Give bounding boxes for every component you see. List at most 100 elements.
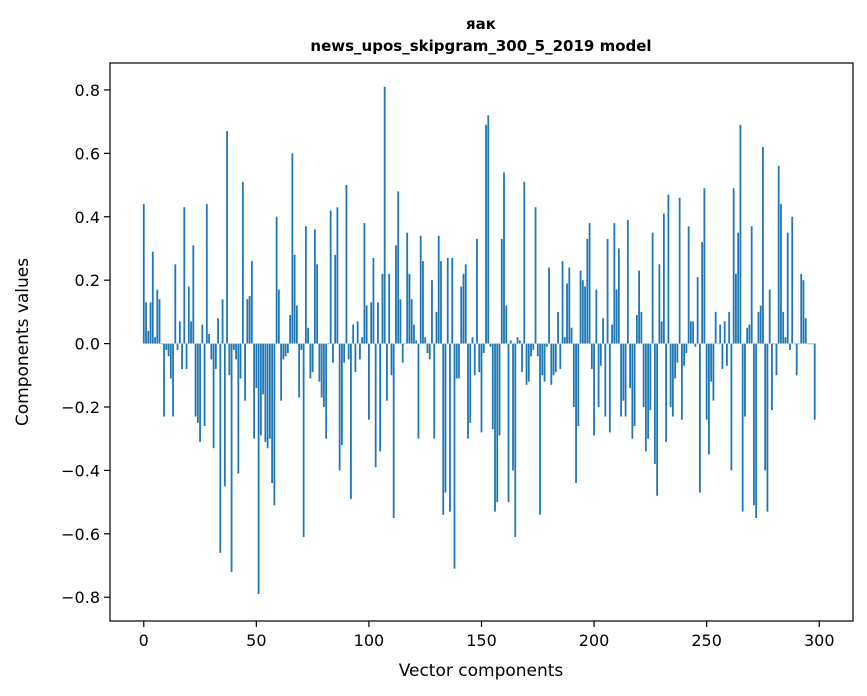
bar bbox=[284, 343, 287, 357]
bar bbox=[440, 261, 442, 344]
bar bbox=[309, 343, 312, 379]
bar bbox=[329, 210, 332, 344]
bar bbox=[622, 343, 625, 401]
bar bbox=[280, 343, 283, 401]
bar bbox=[696, 277, 699, 344]
bar bbox=[289, 315, 292, 344]
bar bbox=[230, 343, 233, 572]
bar bbox=[219, 343, 222, 553]
bar bbox=[370, 302, 373, 344]
bar bbox=[300, 343, 303, 350]
bar bbox=[336, 207, 339, 344]
x-tick-label: 100 bbox=[354, 631, 385, 650]
y-tick-label: 0.2 bbox=[75, 271, 100, 290]
bar bbox=[726, 343, 728, 366]
bar bbox=[694, 343, 697, 347]
bar bbox=[536, 343, 539, 357]
bar bbox=[617, 248, 620, 344]
bar bbox=[446, 257, 449, 344]
bar bbox=[253, 343, 255, 439]
bar bbox=[455, 343, 458, 379]
bar bbox=[248, 296, 251, 344]
bar bbox=[176, 343, 179, 350]
bar bbox=[575, 343, 577, 484]
bar bbox=[404, 343, 406, 345]
bar bbox=[437, 235, 440, 344]
bar bbox=[359, 343, 361, 360]
bar bbox=[500, 238, 503, 344]
bar bbox=[714, 311, 717, 344]
bar bbox=[201, 324, 204, 344]
x-tick-label: 0 bbox=[139, 631, 149, 650]
bar bbox=[680, 343, 683, 420]
bar bbox=[597, 343, 600, 407]
bar bbox=[401, 343, 404, 363]
bar bbox=[777, 166, 780, 344]
bar bbox=[395, 245, 397, 344]
chart-title: яак bbox=[466, 15, 496, 33]
bar bbox=[541, 343, 544, 376]
bar bbox=[250, 261, 253, 344]
y-axis-ticks: −0.8 −0.6 −0.4 −0.2 0.0 0.2 0.4 0.6 0.8 bbox=[61, 81, 110, 607]
bar bbox=[181, 343, 183, 369]
bar bbox=[523, 181, 526, 344]
bar bbox=[325, 343, 328, 439]
bar bbox=[689, 321, 692, 344]
bar bbox=[199, 343, 201, 442]
bar bbox=[444, 343, 447, 493]
bar bbox=[264, 343, 267, 442]
bar bbox=[809, 343, 812, 345]
bar bbox=[602, 318, 604, 344]
bar bbox=[507, 343, 510, 503]
bar bbox=[739, 124, 742, 344]
bar bbox=[620, 343, 622, 417]
bar bbox=[187, 286, 190, 344]
bar bbox=[568, 267, 571, 344]
bar bbox=[185, 343, 188, 369]
bar bbox=[588, 223, 591, 344]
bar bbox=[298, 343, 301, 398]
bar bbox=[291, 153, 294, 344]
bar bbox=[151, 251, 154, 344]
x-axis-ticks: 0 50 100 150 200 250 300 bbox=[139, 621, 835, 650]
bar bbox=[316, 264, 319, 344]
bar bbox=[428, 343, 431, 360]
bar bbox=[768, 289, 771, 344]
bar bbox=[579, 270, 582, 344]
bar bbox=[217, 318, 219, 344]
bar bbox=[399, 299, 402, 344]
bar bbox=[498, 343, 501, 436]
bar bbox=[214, 343, 217, 369]
bar bbox=[167, 343, 170, 357]
bar bbox=[424, 337, 427, 344]
bar bbox=[606, 238, 609, 344]
bar bbox=[642, 343, 645, 407]
bar bbox=[262, 343, 264, 395]
bar bbox=[460, 286, 463, 344]
bar bbox=[644, 343, 647, 452]
y-axis-label: Components values bbox=[13, 258, 33, 426]
bar bbox=[732, 188, 735, 344]
bar bbox=[271, 343, 274, 484]
bar bbox=[172, 343, 174, 417]
bar bbox=[221, 299, 224, 344]
x-tick-label: 50 bbox=[246, 631, 266, 650]
bar bbox=[352, 324, 355, 344]
bar bbox=[169, 343, 172, 379]
bar bbox=[478, 343, 481, 373]
x-axis-label: Vector components bbox=[399, 661, 564, 681]
bar bbox=[210, 343, 213, 360]
bar bbox=[426, 343, 429, 354]
bar bbox=[422, 261, 424, 344]
bar bbox=[590, 343, 593, 369]
bar bbox=[203, 343, 206, 427]
bar bbox=[699, 343, 701, 493]
bar bbox=[719, 324, 722, 344]
bar bbox=[584, 286, 586, 344]
bar bbox=[674, 343, 677, 379]
bar bbox=[149, 302, 152, 344]
bar bbox=[651, 232, 654, 344]
bar bbox=[476, 238, 478, 344]
bar bbox=[771, 343, 773, 411]
bar bbox=[142, 204, 145, 344]
